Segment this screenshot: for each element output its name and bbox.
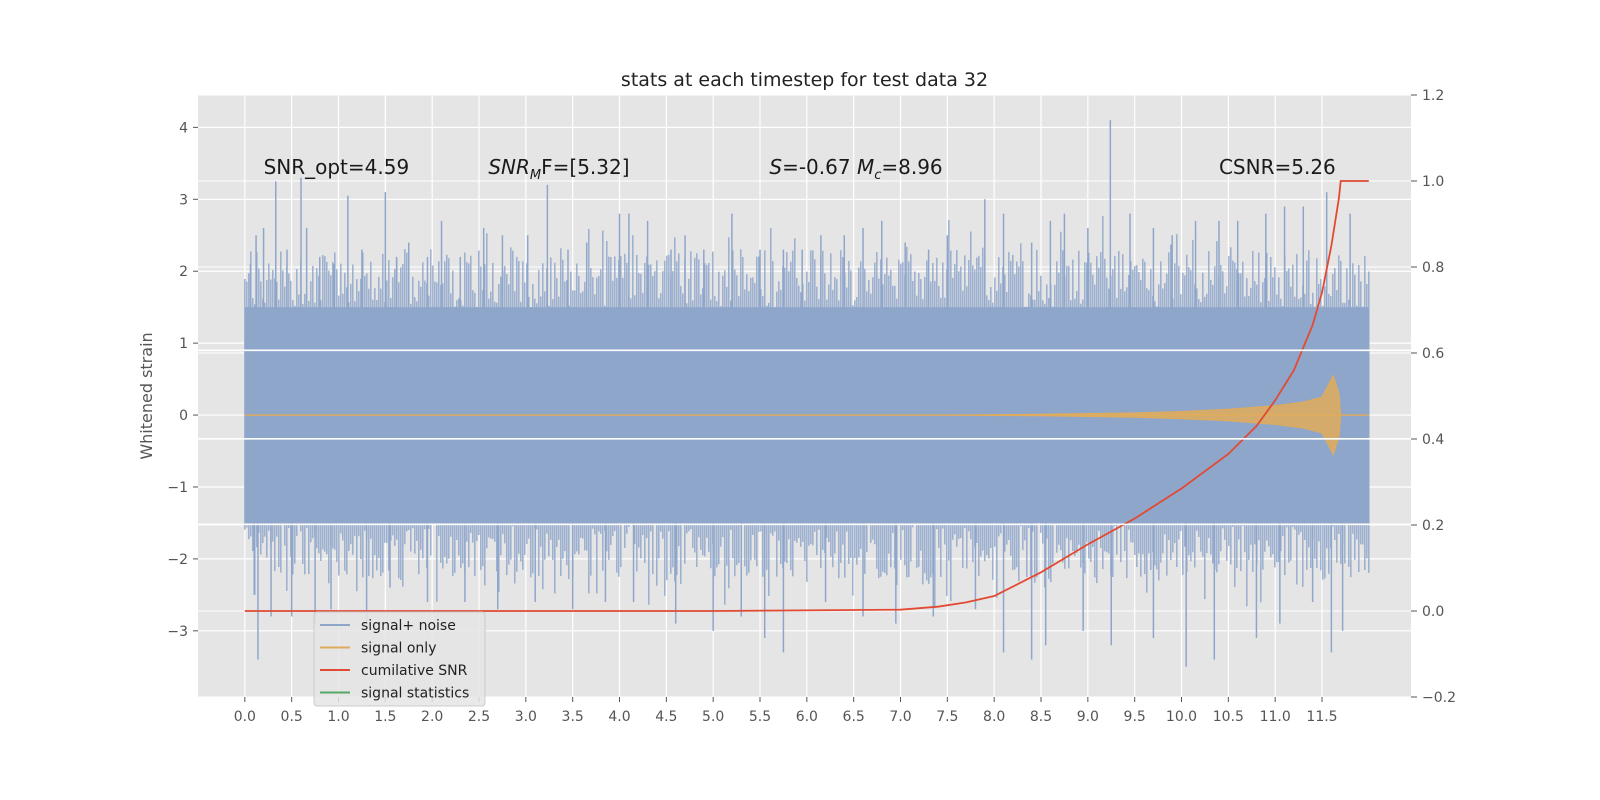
annotation-part: M	[857, 155, 874, 179]
y-tick-label: 3	[179, 192, 188, 208]
legend-label: cumilative SNR	[361, 663, 468, 679]
annotation-part: =8.96	[881, 155, 942, 179]
y-tick-label: −1	[167, 480, 188, 496]
chart-title: stats at each timestep for test data 32	[621, 69, 988, 91]
annotation-subscript: c	[874, 168, 881, 183]
y-tick-label: 0	[179, 408, 188, 424]
x-tick-label: 2.0	[421, 709, 443, 725]
series-cumulative-snr	[244, 180, 1369, 612]
x-tick-label: 7.0	[889, 709, 911, 725]
x-tick-label: 0.5	[281, 709, 303, 725]
annotations: SNR_opt=4.59 SNRMF=[5.32] S=-0.67 Mc=8.96 C…	[264, 155, 1336, 183]
annotation-part: F=[5.32]	[541, 155, 629, 179]
y2-tick-label: 0.2	[1422, 518, 1444, 534]
y2-tick-label: 0.6	[1422, 346, 1444, 362]
series-signal-only	[244, 374, 1369, 456]
y2-tick-label: 0.0	[1422, 604, 1444, 620]
annotation-subscript: M	[530, 168, 541, 183]
x-tick-label: 11.0	[1260, 709, 1291, 725]
x-tick-label: 11.5	[1306, 709, 1337, 725]
x-tick-label: 7.5	[936, 709, 958, 725]
x-tick-label: 3.0	[515, 709, 537, 725]
x-tick-label: 9.0	[1077, 709, 1099, 725]
y-axis-label: Whitened strain	[137, 332, 156, 459]
horizontal-reference-lines	[198, 349, 1411, 526]
x-tick-label: 5.5	[749, 709, 771, 725]
y-tick-label: −2	[167, 552, 188, 568]
x-tick-label: 9.5	[1124, 709, 1146, 725]
y2-tick-label: 0.4	[1422, 432, 1444, 448]
x-tick-label: 5.0	[702, 709, 724, 725]
legend: signal+ noise signal only cumilative SNR si…	[313, 611, 486, 707]
y2-tick-label: 0.8	[1422, 260, 1444, 276]
legend-label: signal only	[361, 641, 436, 657]
x-tick-label: 6.0	[796, 709, 818, 725]
x-tick-label: 10.5	[1213, 709, 1244, 725]
annotation: CSNR=5.26	[1219, 155, 1336, 179]
series-layer	[244, 120, 1370, 667]
y2-tick-label: 1.0	[1422, 174, 1444, 190]
annotation-part: S	[769, 155, 782, 179]
annotation-part: SNR	[488, 155, 530, 179]
x-tick-label: 3.5	[562, 709, 584, 725]
x-tick-label: 1.0	[327, 709, 349, 725]
x-tick-label: 10.0	[1166, 709, 1197, 725]
x-tick-label: 6.5	[843, 709, 865, 725]
y-axis-right: −0.2 0.0 0.2 0.4 0.6 0.8 1.0 1.2	[1411, 88, 1456, 706]
annotation: S=-0.67 Mc=8.96	[769, 155, 942, 183]
x-tick-label: 4.5	[655, 709, 677, 725]
x-tick-label: 2.5	[468, 709, 490, 725]
annotation-part: =-0.67	[782, 155, 857, 179]
y-tick-label: −3	[167, 624, 188, 640]
x-tick-label: 4.0	[608, 709, 630, 725]
x-tick-label: 0.0	[234, 709, 256, 725]
annotation: SNR_opt=4.59	[264, 155, 410, 179]
annotation-part: SNR_opt=4.59	[264, 155, 410, 179]
legend-label: signal+ noise	[361, 618, 456, 634]
x-tick-label: 1.5	[374, 709, 396, 725]
x-tick-label: 8.5	[1030, 709, 1052, 725]
y-axis-left: −3 −2 −1 0 1 2 3 4	[167, 120, 198, 640]
legend-box	[313, 611, 486, 707]
y2-tick-label: −0.2	[1422, 690, 1456, 706]
y-tick-label: 1	[179, 336, 188, 352]
y2-tick-label: 1.2	[1422, 88, 1444, 104]
annotation-part: CSNR=5.26	[1219, 155, 1336, 179]
y-tick-label: 2	[179, 264, 188, 280]
annotation: SNRMF=[5.32]	[488, 155, 629, 183]
x-axis: 0.0 0.5 1.0 1.5 2.0 2.5 3.0 3.5 4.0 4.5 5.0 5.5 6.0 6…	[234, 697, 1338, 725]
legend-label: signal statistics	[361, 686, 469, 702]
y-tick-label: 4	[179, 120, 188, 136]
signal-envelope	[244, 374, 1369, 456]
x-tick-label: 8.0	[983, 709, 1005, 725]
